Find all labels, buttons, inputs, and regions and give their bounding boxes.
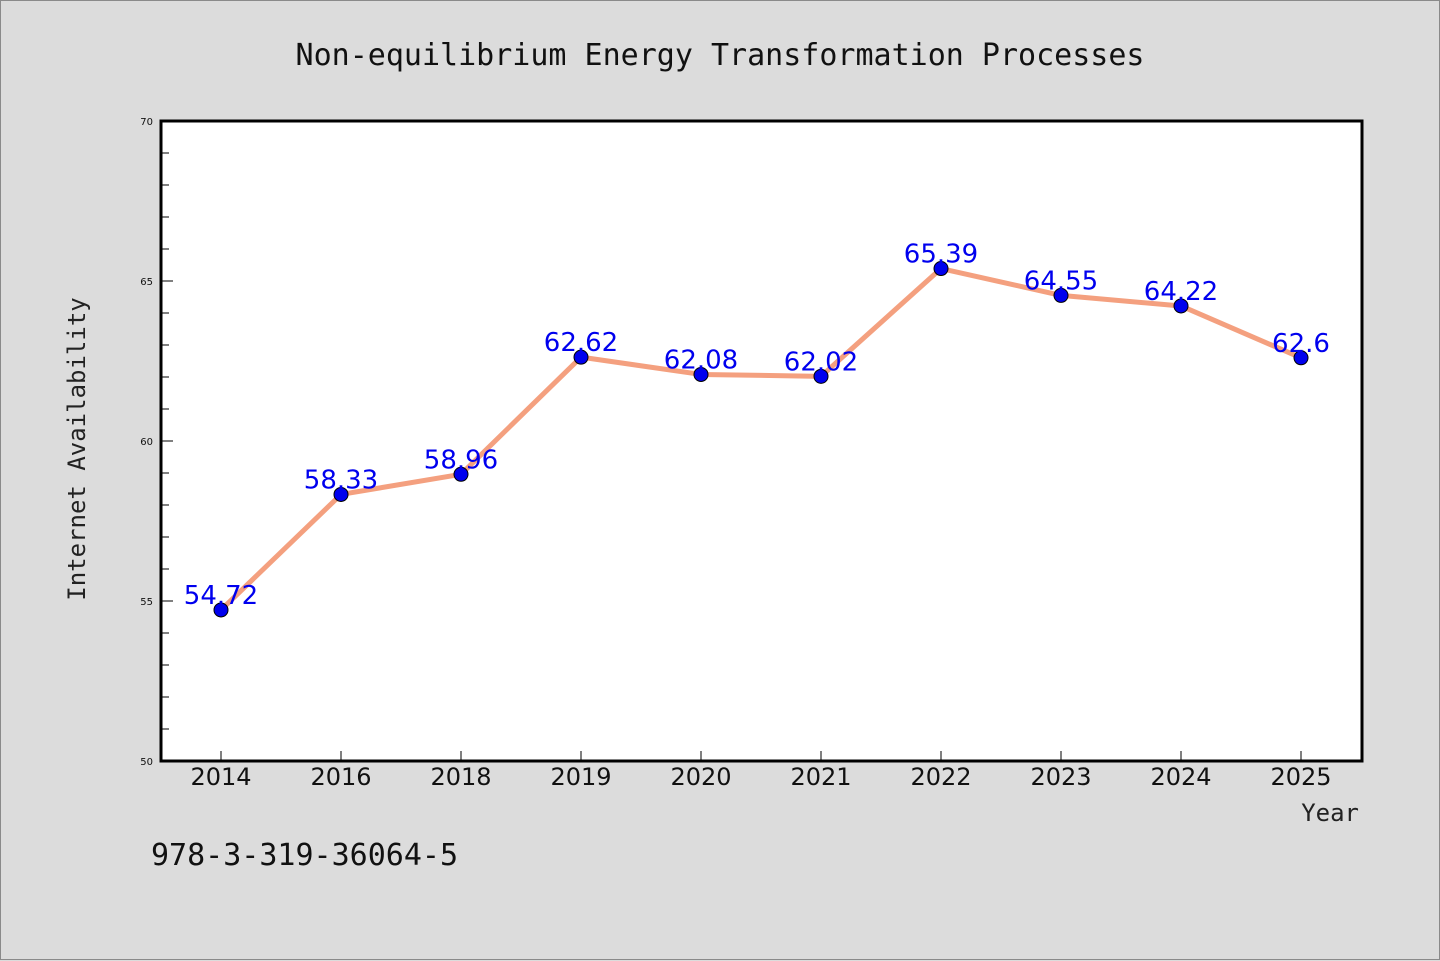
data-label: 54.72: [184, 581, 258, 611]
data-point: [1053, 287, 1069, 303]
data-label: 58.33: [304, 465, 378, 495]
series-line-group: [219, 266, 1302, 612]
chart-title: Non-equilibrium Energy Transformation Pr…: [296, 38, 1145, 73]
x-tick-label: 2016: [310, 763, 371, 791]
isbn-footnote: 978-3-319-36064-5: [151, 838, 458, 873]
x-tick-label: 2014: [190, 763, 251, 791]
data-labels: 54.72 58.33 58.96 62.62 62.08 62.02 65.39 64.55…: [184, 240, 1330, 611]
x-tick-label: 2024: [1150, 763, 1211, 791]
data-point: [933, 261, 949, 277]
data-point: [1173, 298, 1189, 314]
data-point: [453, 466, 469, 482]
data-markers: [213, 261, 1309, 618]
data-label: 62.62: [544, 328, 618, 358]
x-axis-label: Year: [1301, 799, 1359, 827]
data-point: [693, 366, 709, 382]
series-line: [219, 266, 1302, 612]
x-axis: 2014 2016 2018 2019 2020 2021 2022 2023 2024 2025: [190, 751, 1332, 791]
x-tick-label: 2022: [910, 763, 971, 791]
plot-area: [159, 119, 1364, 763]
data-label: 65.39: [904, 240, 978, 270]
data-label: 58.96: [424, 445, 498, 475]
x-tick-label: 2023: [1030, 763, 1091, 791]
y-axis-label: Internet Availability: [63, 297, 91, 600]
data-label: 62.6: [1272, 329, 1330, 359]
x-tick-label: 2020: [670, 763, 731, 791]
data-label: 64.55: [1024, 266, 1098, 296]
y-tick-label: 65: [140, 277, 153, 288]
data-point: [1293, 350, 1309, 366]
y-tick-label: 70: [140, 117, 153, 128]
data-label: 64.22: [1144, 277, 1218, 307]
data-point: [813, 368, 829, 384]
y-tick-label: 50: [140, 757, 153, 768]
y-tick-label: 55: [140, 597, 153, 608]
x-tick-label: 2025: [1270, 763, 1331, 791]
data-label: 62.02: [784, 347, 858, 377]
x-tick-label: 2021: [790, 763, 851, 791]
x-tick-label: 2019: [550, 763, 611, 791]
x-tick-label: 2018: [430, 763, 491, 791]
data-label: 62.08: [664, 345, 738, 375]
data-point: [213, 602, 229, 618]
data-point: [333, 486, 349, 502]
data-point: [573, 349, 589, 365]
y-tick-label: 60: [140, 437, 153, 448]
y-axis: 50 55 60 65 70: [140, 117, 173, 768]
